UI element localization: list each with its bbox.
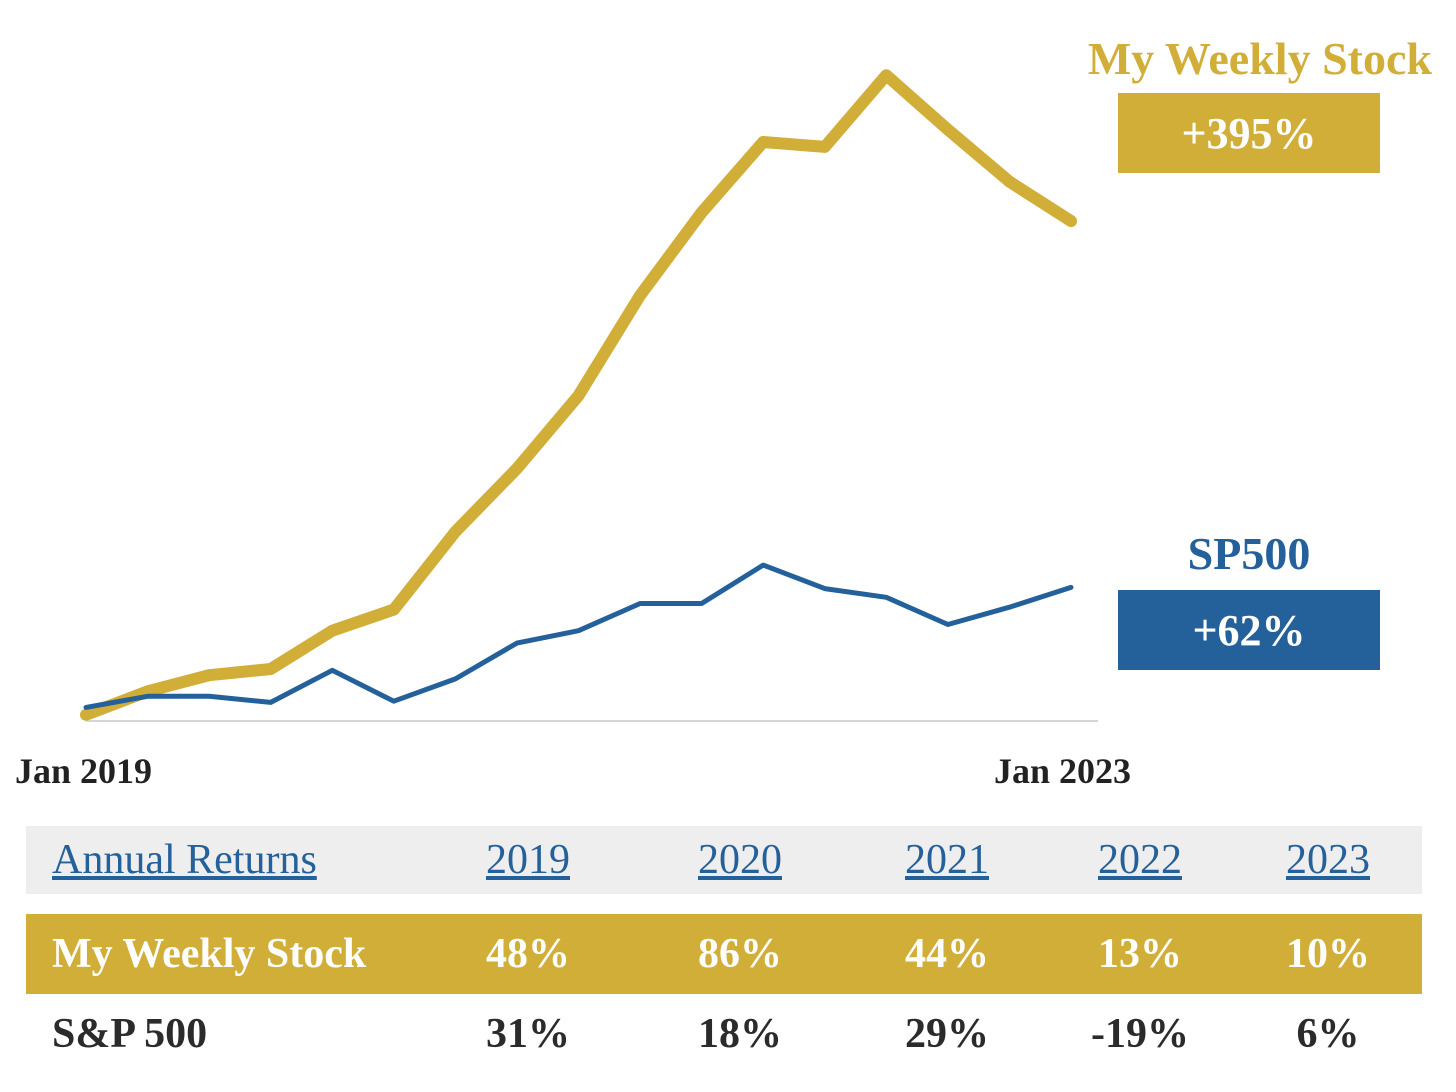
line-chart (80, 69, 1098, 722)
stock-return-2023: 10% (1286, 931, 1370, 977)
sp500-return-2022: -19% (1091, 1011, 1189, 1057)
series-layer (80, 69, 1077, 721)
table-row-my-weekly-stock: My Weekly Stock 48% 86% 44% 13% 10% (26, 914, 1422, 994)
stock-return-2021: 44% (905, 931, 989, 977)
sp500-return-2021: 29% (905, 1011, 989, 1057)
year-header-2021: 2021 (905, 837, 989, 883)
annual-returns-header-label: Annual Returns (52, 837, 317, 883)
year-header-2020: 2020 (698, 837, 782, 883)
annual-returns-header-row: Annual Returns 2019 2020 2021 2022 2023 (26, 826, 1422, 894)
x-tick-end: Jan 2023 (994, 751, 1132, 791)
stock-return-2020: 86% (698, 931, 782, 977)
sp500-total-return-badge: +62% (1118, 590, 1380, 670)
sp500-return-2019: 31% (486, 1011, 570, 1057)
stock-return-2019: 48% (486, 931, 570, 977)
row-label-my-weekly-stock: My Weekly Stock (52, 931, 367, 977)
table-row-sp500: S&P 500 31% 18% 29% -19% 6% (26, 994, 1422, 1074)
row-label-sp500: S&P 500 (52, 1011, 208, 1057)
stock-return-2022: 13% (1098, 931, 1182, 977)
sp500-return-2020: 18% (698, 1011, 782, 1057)
series-line-sp500 (83, 562, 1074, 710)
year-header-2023: 2023 (1286, 837, 1370, 883)
stock-series-label: My Weekly Stock (1087, 33, 1432, 84)
sp500-series-label: SP500 (1187, 528, 1311, 579)
sp500-return-2023: 6% (1296, 1011, 1360, 1057)
series-line-my-weekly-stock (80, 69, 1077, 721)
year-header-2022: 2022 (1098, 837, 1182, 883)
x-tick-start: Jan 2019 (15, 751, 153, 791)
stock-total-return-badge: +395% (1118, 93, 1380, 173)
year-header-2019: 2019 (486, 837, 570, 883)
